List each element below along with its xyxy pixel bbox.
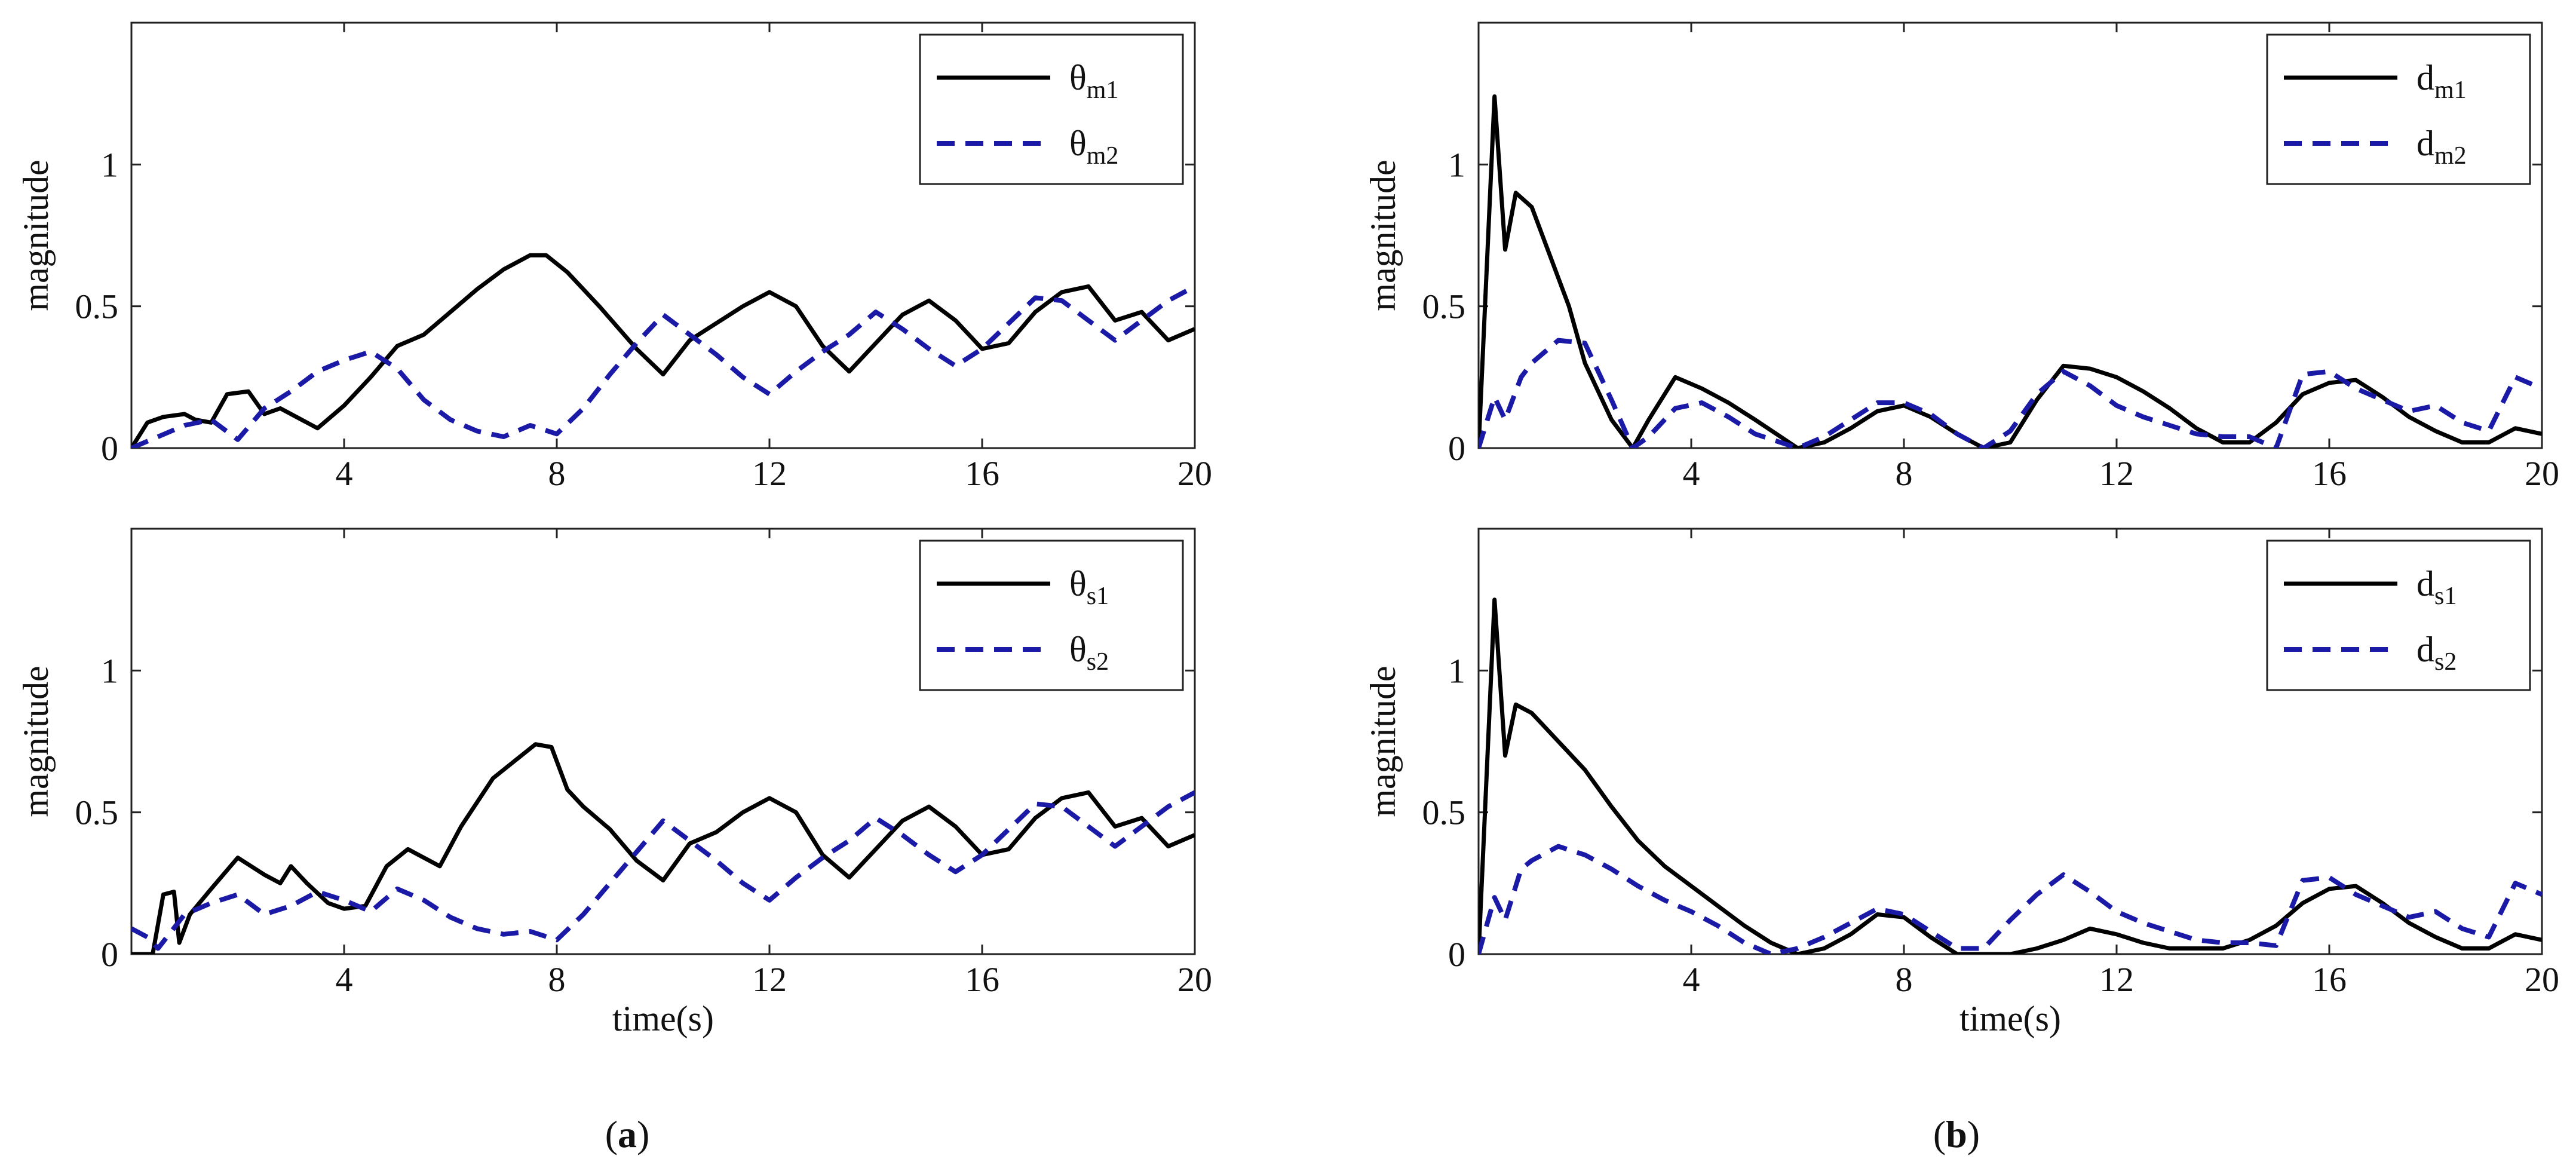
- y-tick-label: 0: [1448, 935, 1465, 974]
- legend-label-subscript: s2: [2434, 648, 2457, 676]
- y-tick-label: 1: [101, 145, 118, 184]
- x-tick-label: 8: [1896, 454, 1913, 493]
- legend-label-s1: ds1: [2416, 564, 2457, 610]
- y-axis-label: magnitude: [1363, 160, 1403, 311]
- legend-label-s2: θs2: [1069, 630, 1109, 676]
- y-tick-label: 0: [1448, 429, 1465, 468]
- y-tick-label: 1: [1448, 651, 1465, 690]
- legend-label-m2: dm2: [2416, 124, 2467, 170]
- series-line-m1: [131, 253, 1195, 448]
- series-line-m1: [1479, 94, 2542, 448]
- x-tick-label: 4: [336, 454, 353, 493]
- x-tick-label: 16: [965, 454, 999, 493]
- legend-box: [2266, 33, 2531, 185]
- y-axis-label: magnitude: [1363, 666, 1403, 817]
- y-tick-label: 0.5: [75, 793, 119, 832]
- x-tick-label: 12: [752, 960, 787, 999]
- x-tick-label: 4: [336, 960, 353, 999]
- legend-label-subscript: m2: [1087, 142, 1119, 170]
- series-line-m2: [131, 284, 1195, 448]
- x-tick-label: 8: [1896, 960, 1913, 999]
- legend-label-s2: ds2: [2416, 630, 2457, 676]
- legend-box: [919, 539, 1184, 691]
- legend-label-subscript: m1: [1087, 76, 1119, 104]
- legend-label-m2: θm2: [1069, 124, 1118, 170]
- x-tick-label: 12: [2099, 960, 2134, 999]
- legend-label-base: θ: [1069, 124, 1087, 163]
- series-line-s1: [131, 742, 1195, 954]
- x-tick-label: 16: [2312, 454, 2347, 493]
- x-tick-label: 12: [752, 454, 787, 493]
- x-tick-label: 4: [1683, 454, 1700, 493]
- legend-label-base: d: [2416, 58, 2434, 97]
- y-tick-label: 0.5: [1422, 287, 1466, 326]
- legend-label-subscript: m2: [2434, 142, 2467, 170]
- y-tick-label: 0.5: [75, 287, 119, 326]
- x-axis-label: time(s): [1959, 999, 2061, 1038]
- x-tick-label: 20: [1177, 960, 1212, 999]
- caption-b: (b): [1933, 1113, 1980, 1155]
- y-tick-label: 0: [101, 935, 118, 974]
- legend-box: [919, 33, 1184, 185]
- x-tick-label: 20: [2525, 960, 2559, 999]
- y-axis-label: magnitude: [16, 160, 56, 311]
- legend-label-base: d: [2416, 564, 2434, 603]
- x-tick-label: 8: [548, 960, 566, 999]
- legend-label-s1: θs1: [1069, 564, 1109, 610]
- y-axis-label: magnitude: [16, 666, 56, 817]
- x-tick-label: 20: [1177, 454, 1212, 493]
- x-tick-label: 20: [2525, 454, 2559, 493]
- legend-label-base: θ: [1069, 58, 1087, 97]
- x-axis-label: time(s): [612, 999, 714, 1038]
- series-line-m2: [1479, 338, 2542, 448]
- series-line-s1: [1479, 597, 2542, 954]
- x-tick-label: 8: [548, 454, 566, 493]
- legend-label-subscript: s1: [2434, 583, 2457, 610]
- legend-label-base: θ: [1069, 564, 1087, 603]
- caption-a: (a): [605, 1113, 650, 1155]
- y-tick-label: 1: [101, 651, 118, 690]
- y-tick-label: 0.5: [1422, 793, 1466, 832]
- x-tick-label: 16: [965, 960, 999, 999]
- x-tick-label: 12: [2099, 454, 2134, 493]
- x-tick-label: 4: [1683, 960, 1700, 999]
- legend-label-subscript: s2: [1087, 648, 1109, 676]
- legend-label-base: d: [2416, 630, 2434, 669]
- legend-label-subscript: m1: [2434, 76, 2467, 104]
- legend-box: [2266, 539, 2531, 691]
- legend-label-m1: θm1: [1069, 58, 1118, 104]
- y-tick-label: 1: [1448, 145, 1465, 184]
- x-tick-label: 16: [2312, 960, 2347, 999]
- legend-label-base: d: [2416, 124, 2434, 163]
- legend-label-subscript: s1: [1087, 583, 1109, 610]
- series-line-s2: [1479, 844, 2542, 954]
- legend-label-base: θ: [1069, 630, 1087, 669]
- legend-label-m1: dm1: [2416, 58, 2467, 104]
- y-tick-label: 0: [101, 429, 118, 468]
